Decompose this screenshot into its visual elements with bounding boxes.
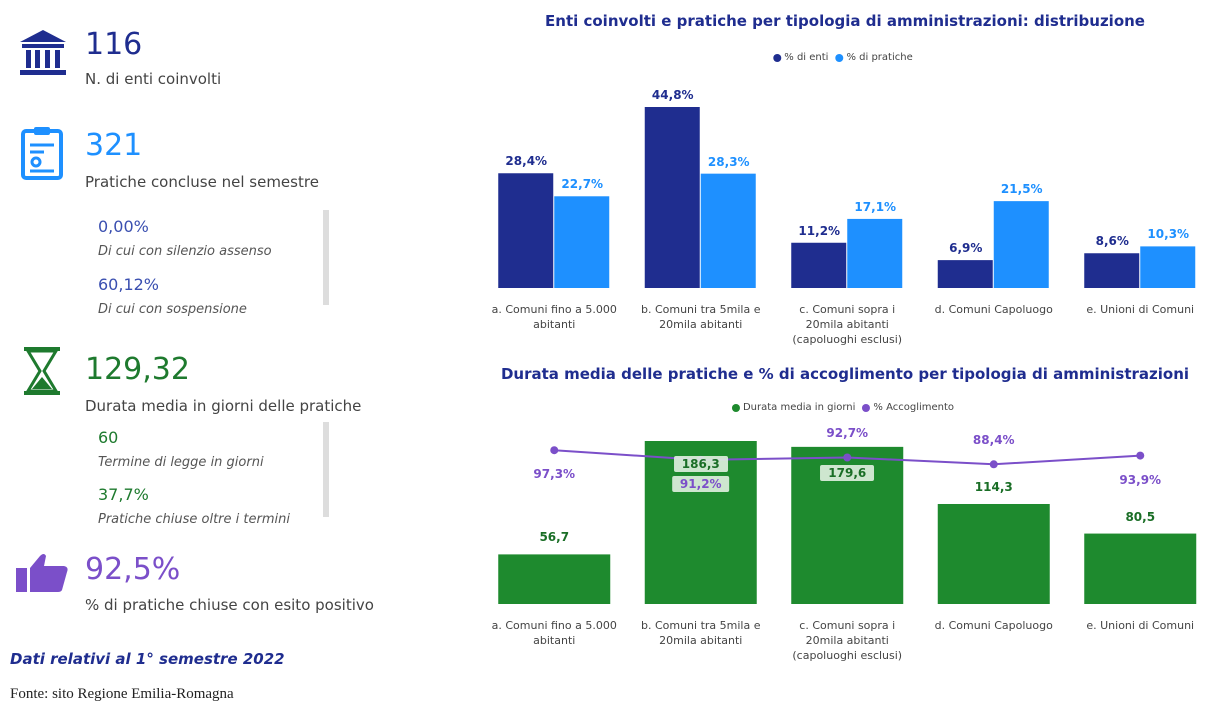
data-label: 186,3 [673, 456, 728, 472]
bar [644, 107, 700, 288]
data-label: 93,9% [1119, 472, 1162, 487]
x-tick-label: e. Unioni di Comuni [1086, 303, 1195, 316]
divider [323, 422, 329, 517]
x-tick-label: b. Comuni tra 5mila e 20mila abitanti [640, 619, 761, 647]
divider [323, 210, 329, 305]
data-label: 44,8% [651, 88, 694, 102]
legend-label: % di enti [784, 52, 829, 63]
bar [554, 196, 610, 288]
x-tick-label: a. Comuni fino a 5.000 abitanti [491, 619, 617, 647]
detail-label: Di cui con silenzio assenso [98, 244, 272, 259]
line-point [843, 453, 852, 462]
bar [1140, 246, 1196, 288]
data-label: 97,3% [533, 467, 576, 482]
kpi-value: 129,32 [85, 352, 190, 387]
data-label: 80,5 [1125, 509, 1156, 524]
data-label: 28,4% [505, 154, 548, 169]
line-point [550, 446, 559, 455]
legend-swatch [773, 53, 782, 62]
line-point [989, 460, 998, 469]
data-label: 11,2% [798, 223, 841, 238]
bar [993, 201, 1049, 288]
detail-value: 60 [98, 428, 119, 447]
legend-label: % Accoglimento [873, 402, 955, 413]
x-tick-label: b. Comuni tra 5mila e 20mila abitanti [640, 303, 761, 331]
icon-thumbs-up [16, 554, 68, 592]
kpi-label: Durata media in giorni delle pratiche [85, 397, 362, 415]
data-label: 56,7 [539, 530, 570, 545]
line-point [1136, 451, 1145, 460]
x-tick-label: d. Comuni Capoluogo [934, 303, 1053, 316]
kpi-value: 321 [85, 128, 143, 163]
bar [847, 218, 903, 288]
bar [1084, 253, 1140, 288]
icon-institution [20, 30, 66, 75]
detail-value: 60,12% [98, 275, 160, 294]
detail-value: 37,7% [98, 485, 149, 504]
legend-swatch [835, 53, 844, 62]
legend-label: % di pratiche [846, 52, 913, 63]
chart-title: Durata media delle pratiche e % di accog… [500, 365, 1190, 383]
data-label: 8,6% [1095, 234, 1129, 249]
bar [937, 260, 993, 288]
x-tick-label: e. Unioni di Comuni [1086, 619, 1195, 632]
icon-hourglass [24, 347, 60, 395]
data-label: 21,5% [1000, 182, 1043, 197]
data-label: 88,4% [972, 433, 1015, 448]
detail-value: 0,00% [98, 217, 149, 236]
icon-clipboard [21, 127, 63, 180]
bar [700, 173, 756, 288]
bar [498, 554, 611, 604]
detail-label: Pratiche chiuse oltre i termini [98, 512, 290, 527]
data-label: 91,2% [671, 475, 730, 492]
legend: % di enti % di pratiche [773, 52, 916, 63]
footnote: Dati relativi al 1° semestre 2022 [10, 650, 285, 668]
data-label: 28,3% [707, 154, 750, 169]
bar [791, 242, 847, 288]
kpi-value: 116 [85, 27, 143, 62]
x-tick-label: a. Comuni fino a 5.000 abitanti [491, 303, 617, 331]
bar [498, 173, 554, 288]
kpi-value: 92,5% [85, 552, 181, 587]
legend-swatch [862, 403, 871, 412]
data-label: 179,6 [820, 464, 875, 481]
kpi-label: Pratiche concluse nel semestre [85, 173, 319, 191]
data-label: 17,1% [854, 199, 897, 214]
data-label: 114,3 [974, 479, 1013, 494]
kpi-label: N. di enti coinvolti [85, 70, 222, 88]
data-label: 6,9% [949, 241, 983, 256]
detail-label: Termine di legge in giorni [98, 455, 264, 470]
data-label: 92,7% [826, 426, 869, 441]
data-label: 10,3% [1147, 227, 1190, 242]
source: Fonte: sito Regione Emilia-Romagna [10, 686, 234, 702]
x-tick-label: c. Comuni sopra i 20mila abitanti (capol… [792, 303, 903, 346]
legend: Durata media in giorni % Accoglimento [731, 402, 958, 413]
data-label: 22,7% [561, 177, 604, 192]
legend-swatch [731, 403, 740, 412]
x-tick-label: c. Comuni sopra i 20mila abitanti (capol… [792, 619, 903, 662]
bar [937, 503, 1050, 604]
kpi-label: % di pratiche chiuse con esito positivo [85, 596, 374, 614]
x-tick-label: d. Comuni Capoluogo [934, 619, 1053, 632]
chart-title: Enti coinvolti e pratiche per tipologia … [545, 12, 1145, 30]
detail-label: Di cui con sospensione [98, 302, 247, 317]
bar [1084, 533, 1197, 604]
legend-label: Durata media in giorni [742, 402, 856, 413]
